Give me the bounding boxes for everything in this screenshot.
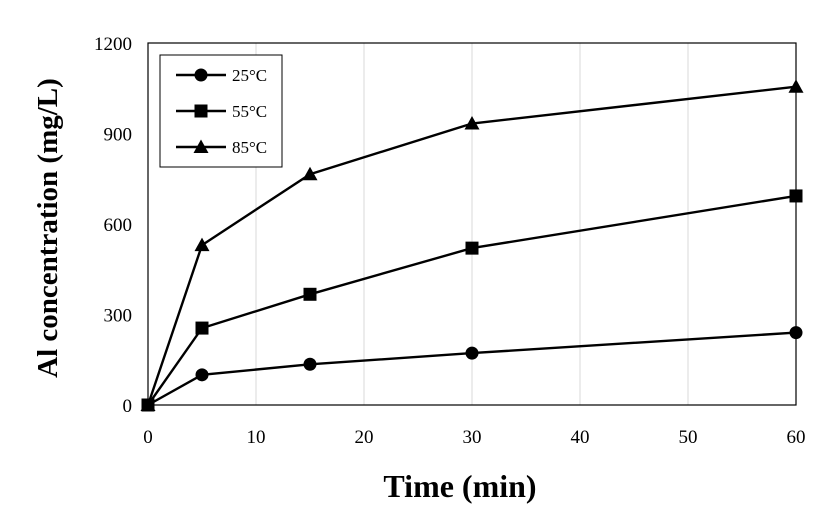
x-tick-label-30: 30 [463,427,482,448]
legend-label-85C: 85°C [232,138,267,157]
data-point-85C-5 [194,237,210,252]
y-tick-label-0: 0 [123,396,133,417]
legend-label-25C: 25°C [232,66,267,85]
legend-marker-85C [193,139,209,153]
x-tick-label-50: 50 [679,427,698,448]
data-point-55C-15 [303,287,317,301]
plot-frame [147,42,797,406]
y-tick-label-600: 600 [104,215,133,236]
data-point-85C-30 [464,116,480,130]
x-tick-label-40: 40 [571,427,590,448]
data-point-55C-5 [195,321,209,335]
y-tick-label-1200: 1200 [94,34,132,55]
x-tick-label-20: 20 [355,427,374,448]
legend-marker-55C [194,104,208,118]
x-tick-label-0: 0 [143,427,153,448]
legend-marker-25C [194,68,208,82]
legend: 25°C 55°C 85°C [159,54,283,168]
x-tick-label-10: 10 [247,427,266,448]
y-tick-label-300: 300 [104,306,133,327]
legend-label-55C: 55°C [232,102,267,121]
data-point-85C-15 [302,166,318,181]
data-point-25C-15 [303,357,317,371]
data-point-25C-5 [195,368,209,382]
x-tick-label-60: 60 [787,427,806,448]
y-axis-title: Al concentration (mg/L) [32,78,64,378]
x-axis-title: Time (min) [383,468,536,504]
data-point-55C-30 [465,241,479,255]
series-lines [140,79,804,412]
data-point-25C-30 [465,346,479,360]
y-tick-label-900: 900 [104,125,133,146]
